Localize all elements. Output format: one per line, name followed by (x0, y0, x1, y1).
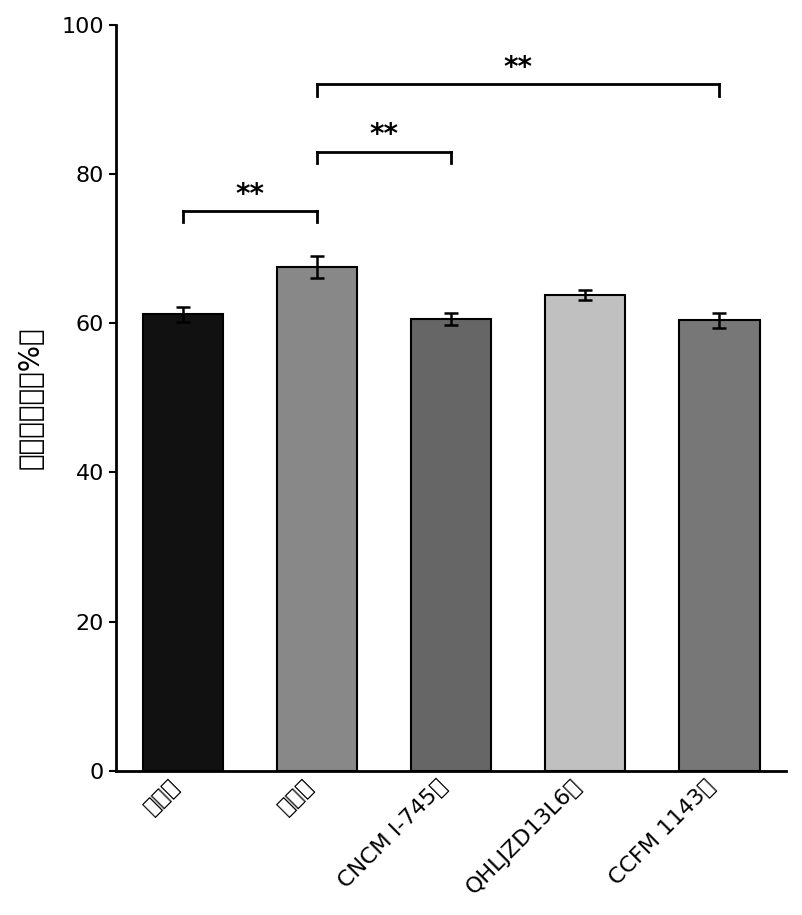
Bar (545, 295, 625, 770)
Text: **: ** (369, 122, 398, 149)
Bar (411, 319, 491, 770)
Text: **: ** (235, 181, 264, 209)
Y-axis label: 粢便含水量（%）: 粢便含水量（%） (17, 327, 45, 469)
Bar (143, 314, 223, 770)
Bar (277, 267, 357, 770)
Bar (678, 320, 759, 770)
Text: **: ** (503, 54, 532, 82)
